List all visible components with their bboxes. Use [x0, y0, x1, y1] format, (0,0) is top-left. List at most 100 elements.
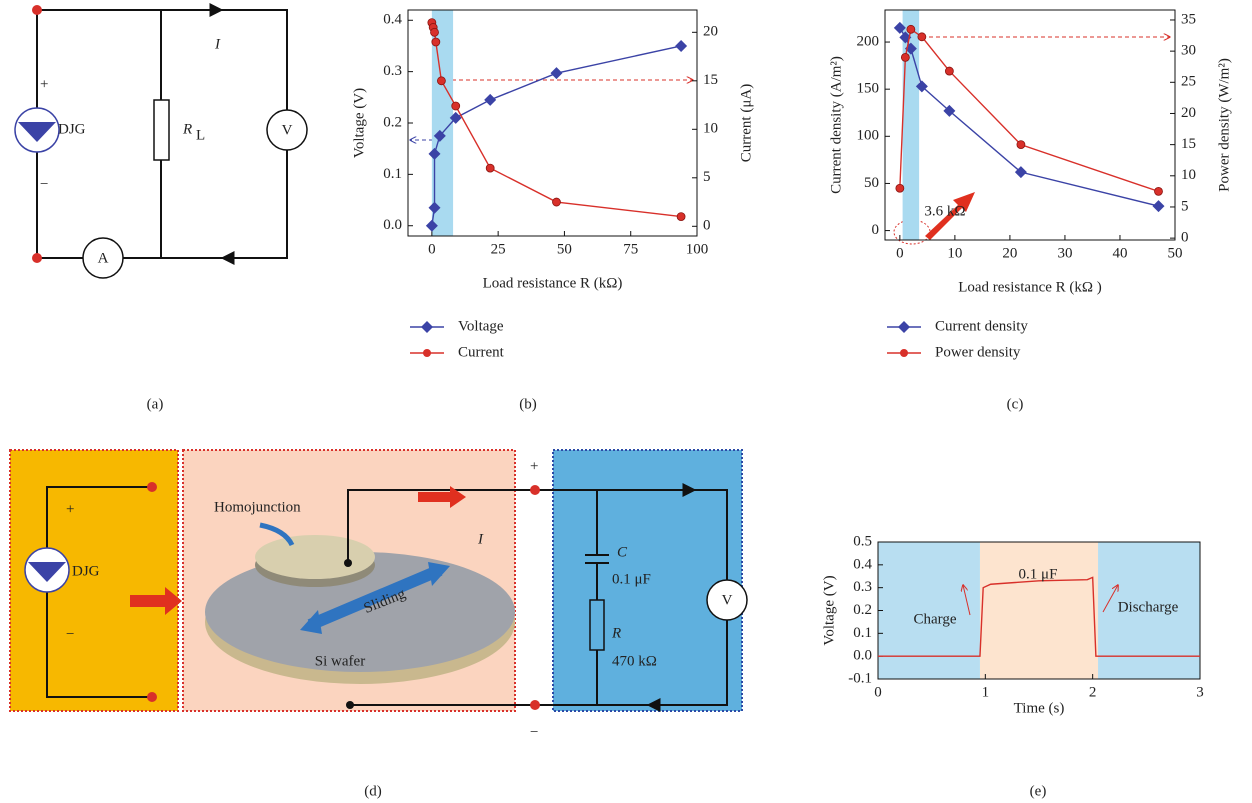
- arrow: [130, 587, 182, 615]
- y-tick-label: 100: [857, 128, 880, 144]
- capacitor-label: C: [617, 544, 628, 560]
- circle-marker: [485, 163, 495, 173]
- circle-marker: [944, 66, 954, 76]
- circle-marker: [431, 37, 441, 47]
- panel-label: (e): [1030, 783, 1047, 799]
- y-axis-label: Current density (A/m²): [828, 56, 844, 194]
- x-tick-label: 20: [1002, 245, 1017, 261]
- resistance-label: 470 kΩ: [612, 653, 657, 669]
- x-tick-label: 1: [982, 684, 990, 700]
- circle-marker: [430, 27, 439, 37]
- plus: +: [66, 501, 74, 517]
- x-axis-label: Load resistance R (kΩ): [483, 275, 623, 291]
- x-axis-label: Time (s): [1014, 700, 1065, 716]
- y-tick-label: 0.1: [853, 625, 872, 641]
- y2-tick-label: 35: [1181, 11, 1196, 27]
- series-line: [431, 22, 682, 218]
- y-tick-label: 0.0: [853, 648, 872, 664]
- y2-axis-label: Current (μA): [738, 84, 754, 162]
- voltmeter-label: V: [282, 122, 293, 138]
- terminal: [147, 692, 157, 702]
- legend-label: Voltage: [458, 318, 504, 334]
- resistor-label: R: [611, 625, 621, 641]
- arrow: [418, 486, 466, 508]
- y-tick-label: 0.4: [383, 12, 402, 28]
- legend-label: Current density: [935, 318, 1028, 334]
- y-tick-label: 0.4: [853, 556, 872, 572]
- annotation-arrow: [1102, 585, 1118, 613]
- circle-marker: [451, 101, 461, 111]
- contact: [346, 701, 354, 709]
- diamond-marker: [433, 129, 446, 142]
- source-label: DJG: [58, 121, 86, 137]
- y-tick-label: 50: [864, 175, 879, 191]
- diamond-marker: [675, 39, 688, 52]
- resistor: [153, 99, 170, 161]
- y-tick-label: 0.2: [383, 114, 402, 130]
- resistor-label: R: [182, 121, 192, 137]
- diamond-marker: [484, 93, 497, 106]
- y-tick-label: 0.5: [853, 533, 872, 549]
- x-tick-label: 0: [874, 684, 882, 700]
- y-axis-label: Voltage (V): [351, 88, 367, 158]
- circuit-a: + − DJG I R L V A: [14, 3, 308, 279]
- voltmeter: [266, 109, 308, 151]
- minus: −: [530, 724, 538, 740]
- ammeter: [82, 237, 124, 279]
- minus: −: [40, 176, 48, 192]
- resistor-subscript: L: [196, 127, 205, 143]
- circle-marker: [895, 183, 905, 193]
- slider: [255, 535, 375, 579]
- y2-tick-label: 0: [703, 218, 711, 234]
- circle-marker: [1016, 140, 1026, 150]
- current-label: I: [214, 36, 221, 52]
- series-line: [431, 45, 682, 226]
- contact: [344, 559, 352, 567]
- voltmeter-label: V: [722, 592, 733, 608]
- current-label: I: [477, 531, 484, 547]
- plus: +: [530, 458, 538, 474]
- panel-label: (d): [364, 783, 382, 799]
- minus: −: [66, 626, 74, 642]
- sliding-arrow: [307, 564, 443, 631]
- x-tick-label: 10: [947, 245, 962, 261]
- terminal: [147, 482, 157, 492]
- homojunction-label: Homojunction: [214, 499, 301, 515]
- circle-marker: [676, 212, 686, 222]
- x-tick-label: 0: [896, 245, 904, 261]
- ammeter-label: A: [98, 250, 109, 266]
- legend-marker: [423, 349, 431, 357]
- diamond-marker: [915, 80, 928, 93]
- y2-tick-label: 5: [703, 169, 711, 185]
- plot-frame: [884, 9, 1176, 241]
- legend-marker: [421, 321, 433, 333]
- diamond-marker: [449, 111, 462, 124]
- x-tick-label: 2: [1089, 684, 1097, 700]
- circle-marker: [437, 76, 446, 86]
- x-axis-label: Load resistance R (kΩ ): [958, 279, 1102, 295]
- y2-tick-label: 20: [703, 24, 718, 40]
- annotation: 3.6 kΩ: [924, 203, 965, 219]
- y-tick-label: 0.0: [383, 217, 402, 233]
- x-tick-label: 30: [1057, 245, 1072, 261]
- pointer: [259, 522, 295, 547]
- y2-tick-label: 15: [703, 72, 718, 88]
- highlight-band: [431, 10, 454, 236]
- panel-label: (b): [519, 396, 537, 412]
- y-tick-label: 0.3: [853, 579, 872, 595]
- y2-tick-label: 30: [1181, 43, 1196, 59]
- x-tick-label: 75: [623, 241, 638, 257]
- source-label: DJG: [72, 563, 100, 579]
- y2-tick-label: 20: [1181, 105, 1196, 121]
- y2-tick-label: 0: [1181, 230, 1189, 246]
- y2-axis-label: Power density (W/m²): [1216, 58, 1232, 192]
- diamond-marker: [425, 219, 438, 232]
- circle-marker: [552, 197, 561, 207]
- annotation: Discharge: [1118, 599, 1179, 615]
- x-tick-label: 3: [1196, 684, 1204, 700]
- y2-tick-label: 25: [1181, 74, 1196, 90]
- sliding-arrow-heads: [300, 562, 450, 634]
- x-tick-label: 0: [428, 241, 436, 257]
- y-tick-label: 0: [872, 222, 880, 238]
